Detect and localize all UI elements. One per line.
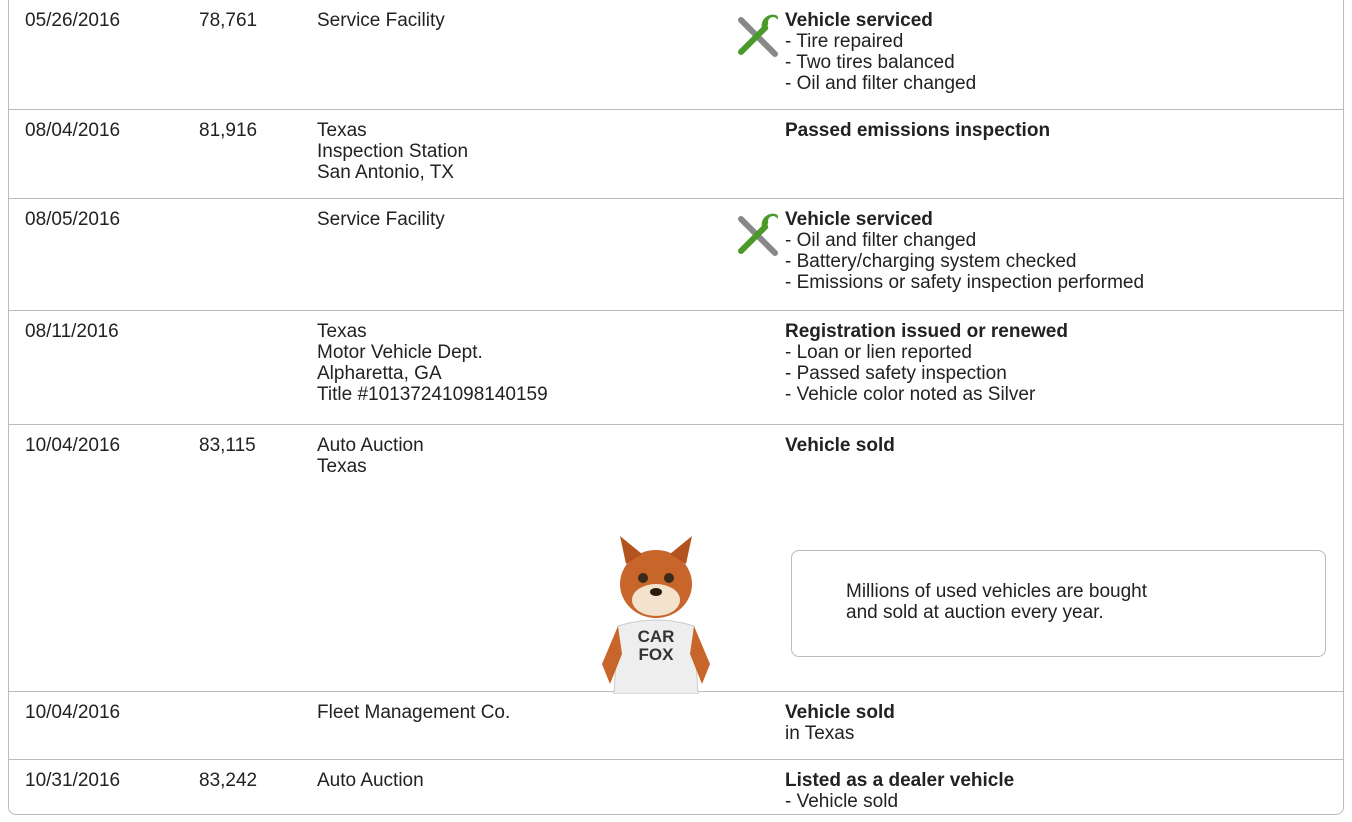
comments: Vehicle serviced- Tire repaired- Two tir… bbox=[785, 10, 976, 94]
comment-item: - Oil and filter changed bbox=[785, 230, 1144, 251]
badge-text: CAR bbox=[638, 627, 675, 646]
comment-item: - Battery/charging system checked bbox=[785, 251, 1144, 272]
mileage: 81,916 bbox=[199, 120, 257, 141]
source-line: Texas bbox=[317, 321, 548, 342]
service-icon bbox=[735, 14, 781, 65]
comments: Passed emissions inspection bbox=[785, 120, 1050, 141]
source-line: Motor Vehicle Dept. bbox=[317, 342, 548, 363]
history-row: 08/05/2016 Service Facility Vehicle servic… bbox=[8, 199, 1344, 311]
source-line: Service Facility bbox=[317, 209, 445, 230]
source-line: Alpharetta, GA bbox=[317, 363, 548, 384]
mileage: 83,242 bbox=[199, 770, 257, 791]
comment-item: in Texas bbox=[785, 723, 895, 744]
comment-title: Vehicle sold bbox=[785, 435, 895, 456]
mascot: CAR FOX bbox=[596, 534, 716, 694]
comment-item: - Loan or lien reported bbox=[785, 342, 1068, 363]
source-line: Inspection Station bbox=[317, 141, 468, 162]
source-line: Fleet Management Co. bbox=[317, 702, 510, 723]
date: 10/04/2016 bbox=[25, 702, 120, 723]
source-line: Texas bbox=[317, 120, 468, 141]
comment-title: Passed emissions inspection bbox=[785, 120, 1050, 141]
source-line: San Antonio, TX bbox=[317, 162, 468, 183]
mileage: 83,115 bbox=[199, 435, 256, 456]
comment-title: Vehicle serviced bbox=[785, 10, 976, 31]
callout: Millions of used vehicles are bought and… bbox=[791, 550, 1326, 657]
comment-title: Listed as a dealer vehicle bbox=[785, 770, 1014, 791]
date: 10/04/2016 bbox=[25, 435, 120, 456]
source: Fleet Management Co. bbox=[317, 702, 510, 723]
callout-text: and sold at auction every year. bbox=[846, 602, 1325, 623]
source: Service Facility bbox=[317, 10, 445, 31]
comment-title: Vehicle sold bbox=[785, 702, 895, 723]
comments: Registration issued or renewed- Loan or … bbox=[785, 321, 1068, 405]
comment-item: - Oil and filter changed bbox=[785, 73, 976, 94]
source-line: Title #10137241098140159 bbox=[317, 384, 548, 405]
source-line: Auto Auction bbox=[317, 435, 424, 456]
comment-title: Vehicle serviced bbox=[785, 209, 1144, 230]
callout-text: Millions of used vehicles are bought bbox=[846, 581, 1325, 602]
source-line: Texas bbox=[317, 456, 424, 477]
comment-title: Registration issued or renewed bbox=[785, 321, 1068, 342]
comment-item: - Passed safety inspection bbox=[785, 363, 1068, 384]
date: 10/31/2016 bbox=[25, 770, 120, 791]
date: 08/04/2016 bbox=[25, 120, 120, 141]
date: 08/05/2016 bbox=[25, 209, 120, 230]
badge-text: FOX bbox=[639, 645, 675, 664]
history-row: 05/26/2016 78,761 Service Facility Vehicle … bbox=[8, 0, 1344, 110]
mileage: 78,761 bbox=[199, 10, 257, 31]
source-line: Auto Auction bbox=[317, 770, 424, 791]
comment-item: - Vehicle color noted as Silver bbox=[785, 384, 1068, 405]
comment-item: - Emissions or safety inspection perform… bbox=[785, 272, 1144, 293]
comments: Listed as a dealer vehicle- Vehicle sold bbox=[785, 770, 1014, 812]
comment-item: - Two tires balanced bbox=[785, 52, 976, 73]
comments: Vehicle serviced- Oil and filter changed… bbox=[785, 209, 1144, 293]
source-line: Service Facility bbox=[317, 10, 445, 31]
page: 05/26/2016 78,761 Service Facility Vehicle … bbox=[0, 0, 1352, 822]
source: Auto Auction bbox=[317, 770, 424, 791]
history-row: 10/04/2016 Fleet Management Co. Vehicle so… bbox=[8, 692, 1344, 760]
date: 05/26/2016 bbox=[25, 10, 120, 31]
source: Service Facility bbox=[317, 209, 445, 230]
service-icon bbox=[735, 213, 781, 264]
date: 08/11/2016 bbox=[25, 321, 119, 342]
comments: Vehicle sold bbox=[785, 435, 895, 456]
comment-item: - Tire repaired bbox=[785, 31, 976, 52]
comment-item: - Vehicle sold bbox=[785, 791, 1014, 812]
history-row: 10/31/2016 83,242 Auto Auction Listed as a … bbox=[8, 760, 1344, 815]
